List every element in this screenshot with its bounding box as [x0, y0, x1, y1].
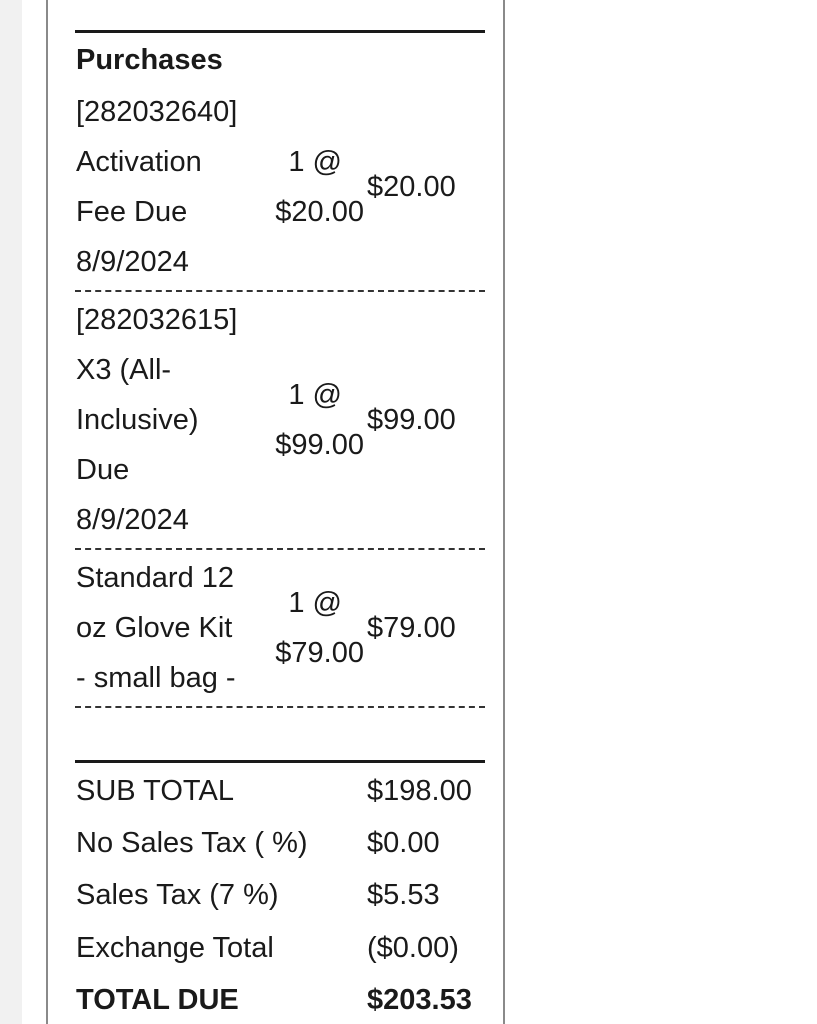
item-qty: 1 @ — [288, 146, 342, 178]
item-unit-price: $99.00 — [275, 429, 364, 461]
divider — [75, 30, 485, 33]
item-separator — [75, 290, 485, 292]
item-line: 8/9/2024 — [76, 504, 189, 536]
no-tax-value: $0.00 — [367, 827, 440, 859]
sales-tax-label: Sales Tax (7 %) — [76, 879, 279, 911]
exchange-total-value: ($0.00) — [367, 932, 459, 964]
item-qty: 1 @ — [288, 379, 342, 411]
item-line: Activation — [76, 146, 202, 178]
page-margin — [0, 0, 22, 1024]
item-line: Due — [76, 454, 130, 486]
subtotal-value: $198.00 — [367, 775, 472, 807]
item-unit-price: $79.00 — [275, 637, 364, 669]
item-separator — [75, 706, 485, 708]
subtotal-label: SUB TOTAL — [76, 775, 234, 807]
total-due-label: TOTAL DUE — [76, 984, 239, 1016]
item-line: [282032640] — [76, 96, 238, 128]
receipt-left-border — [46, 0, 48, 1024]
no-tax-label: No Sales Tax ( %) — [76, 827, 308, 859]
receipt-right-border — [503, 0, 505, 1024]
item-separator — [75, 548, 485, 550]
item-line: [282032615] — [76, 304, 238, 336]
exchange-total-label: Exchange Total — [76, 932, 274, 964]
item-unit-price: $20.00 — [275, 196, 364, 228]
item-line: Inclusive) — [76, 404, 199, 436]
item-qty: 1 @ — [288, 587, 342, 619]
item-line: 8/9/2024 — [76, 246, 189, 278]
item-line: oz Glove Kit — [76, 612, 233, 644]
item-amount: $99.00 — [367, 404, 456, 436]
item-line: X3 (All- — [76, 354, 172, 386]
item-line: - small bag - — [76, 662, 236, 694]
item-amount: $79.00 — [367, 612, 456, 644]
total-due-value: $203.53 — [367, 984, 472, 1016]
sales-tax-value: $5.53 — [367, 879, 440, 911]
item-amount: $20.00 — [367, 171, 456, 203]
item-line: Fee Due — [76, 196, 188, 228]
section-title: Purchases — [76, 44, 223, 76]
divider — [75, 760, 485, 763]
item-line: Standard 12 — [76, 562, 235, 594]
